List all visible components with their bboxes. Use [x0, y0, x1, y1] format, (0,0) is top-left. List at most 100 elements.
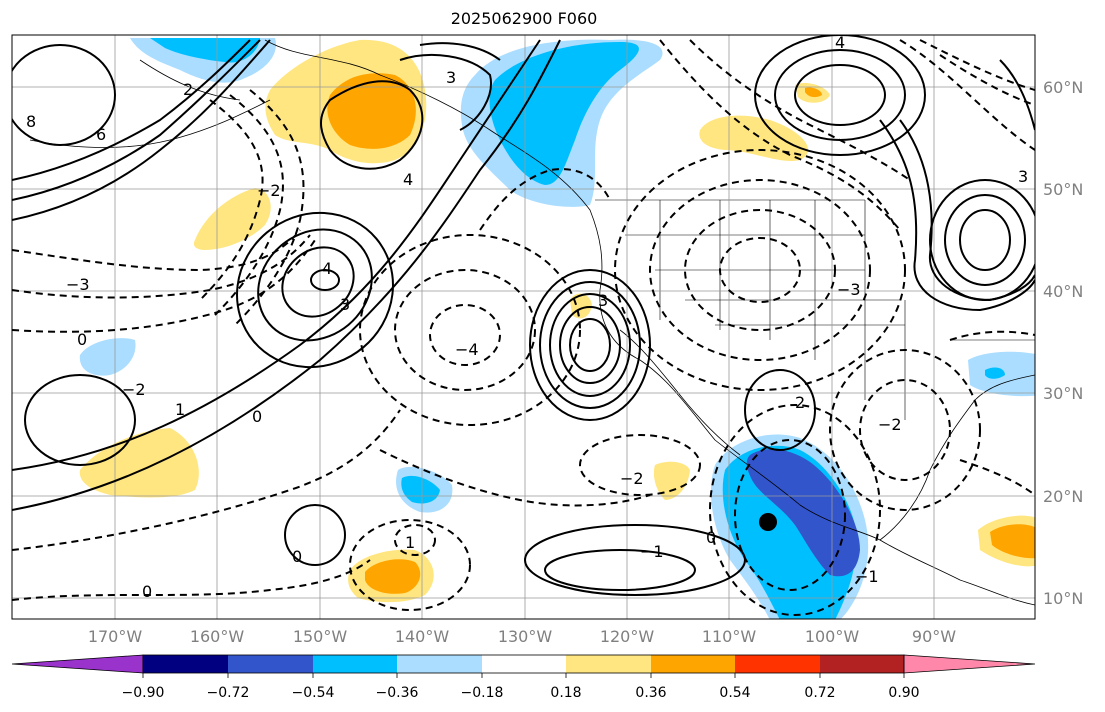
- colorbar-tick-label: 0.18: [550, 685, 581, 701]
- contour-label: −1: [855, 567, 879, 586]
- contour-label: 0: [706, 528, 716, 547]
- shade-south-orange: [365, 559, 421, 594]
- colorbar-low-arrow: [11, 654, 144, 674]
- contour-label: −2: [620, 469, 644, 488]
- contour-label: 4: [835, 33, 845, 52]
- latitude-labels: 60°N 50°N 40°N 30°N 20°N 10°N: [1043, 78, 1083, 608]
- graticule: [12, 35, 1035, 619]
- colorbar-tick-label: 0.90: [888, 685, 919, 701]
- colorbar-ticks: [142, 673, 905, 678]
- lat-label: 10°N: [1043, 589, 1083, 608]
- colorbar-swatch: [735, 655, 820, 673]
- contour-mexico: [744, 369, 816, 451]
- contour-label: −2: [257, 181, 281, 200]
- contour-mid-pacific: [236, 211, 394, 369]
- contour-label: 1: [405, 533, 415, 552]
- lat-label: 50°N: [1043, 180, 1083, 199]
- colorbar-tick-label: −0.72: [207, 685, 250, 701]
- contour-label: 4: [322, 259, 332, 278]
- contour-neg-south: [579, 434, 701, 496]
- contour-neg-gulf: [859, 379, 951, 481]
- colorbar-tick-labels: −0.90 −0.72 −0.54 −0.36 −0.18 0.18 0.36 …: [122, 685, 920, 701]
- colorbar-high-arrow: [903, 654, 1036, 674]
- contour-label: 1: [175, 400, 185, 419]
- colorbar-swatch: [228, 655, 313, 673]
- shade-alaska-orange: [327, 73, 416, 149]
- contour-label: −3: [66, 275, 90, 294]
- contour-label: 8: [26, 112, 36, 131]
- colorbar-tick-label: 0.72: [804, 685, 835, 701]
- contour-label: 6: [96, 125, 106, 144]
- map-border: [11, 34, 1036, 620]
- contour-label: 0: [252, 407, 262, 426]
- contour-label: 2: [183, 80, 193, 99]
- shade-pacific-blue-1: [79, 338, 136, 376]
- lat-label: 60°N: [1043, 78, 1083, 97]
- colorbar-frame: [142, 654, 905, 674]
- lon-label: 170°W: [88, 627, 143, 646]
- contour-low-center: [529, 269, 651, 421]
- colorbar-tick-label: −0.90: [122, 685, 165, 701]
- lon-label: 110°W: [702, 627, 757, 646]
- colorbar-swatch: [566, 655, 651, 673]
- colorbar-tick-label: 0.54: [719, 685, 750, 701]
- lat-label: 30°N: [1043, 384, 1083, 403]
- contour-labels: 8 6 4 4 4 3 3 3 3 2 2 1 1 0 0 0 0 0 −1 −…: [26, 33, 1028, 601]
- contour-label: 0: [292, 547, 302, 566]
- contour-west: [12, 44, 116, 146]
- political-borders: [595, 199, 1035, 420]
- lon-label: 100°W: [805, 627, 860, 646]
- contour-label: −2: [878, 415, 902, 434]
- lat-label: 20°N: [1043, 487, 1083, 506]
- contour-label: 3: [340, 295, 350, 314]
- lon-label: 140°W: [395, 627, 450, 646]
- shade-canada-orange: [805, 87, 822, 98]
- contour-label: 3: [598, 291, 608, 310]
- contour-neg-mexico: [734, 439, 846, 591]
- contour-label: −4: [455, 340, 479, 359]
- colorbar-swatch: [651, 655, 735, 673]
- colorbar-tick-label: −0.54: [292, 685, 335, 701]
- contour-canada: [754, 35, 926, 156]
- map-title: 2025062900 F060: [450, 9, 598, 28]
- contour-label: 0: [142, 582, 152, 601]
- storm-center-marker: [759, 513, 777, 531]
- contour-south-1: [284, 504, 346, 566]
- contour-label: 2: [795, 393, 805, 412]
- shade-hawaii-yellow: [79, 428, 199, 498]
- shade-east-blue-deep: [985, 367, 1005, 379]
- contour-label: −2: [122, 380, 146, 399]
- contour-label: 0: [77, 330, 87, 349]
- contour-hawaii: [24, 374, 136, 466]
- contour-label: −1: [640, 542, 664, 561]
- colorbar: −0.90 −0.72 −0.54 −0.36 −0.18 0.18 0.36 …: [11, 654, 1036, 701]
- contour-neg-center: [429, 304, 501, 366]
- colorbar-swatch: [397, 655, 482, 673]
- lon-label: 130°W: [498, 627, 553, 646]
- colorbar-tick-label: −0.18: [461, 685, 504, 701]
- lon-label: 90°W: [912, 627, 956, 646]
- longitude-labels: 170°W 160°W 150°W 140°W 130°W 120°W 110°…: [88, 627, 956, 646]
- contour-neg-us: [614, 149, 906, 391]
- colorbar-swatch: [482, 655, 566, 673]
- shade-gulf-alaska-deep: [489, 42, 639, 185]
- colorbar-tick-label: −0.36: [376, 685, 419, 701]
- colorbar-tick-label: 0.36: [635, 685, 666, 701]
- shade-pacific-blue-2-deep: [401, 475, 440, 504]
- contour-label: −3: [837, 280, 861, 299]
- shade-small-yellow-1: [653, 461, 690, 500]
- shade-hudson-yellow: [699, 115, 809, 162]
- contour-label: 4: [403, 170, 413, 189]
- colorbar-swatch: [313, 655, 397, 673]
- shade-right-orange: [990, 524, 1035, 559]
- colorbar-swatch: [820, 655, 904, 673]
- lon-label: 120°W: [600, 627, 655, 646]
- colorbar-swatch: [143, 655, 228, 673]
- lon-label: 160°W: [190, 627, 245, 646]
- lon-label: 150°W: [293, 627, 348, 646]
- shade-pacific-yellow-1: [193, 188, 271, 250]
- contour-label: 3: [446, 68, 456, 87]
- lat-label: 40°N: [1043, 282, 1083, 301]
- contour-label: 3: [1018, 167, 1028, 186]
